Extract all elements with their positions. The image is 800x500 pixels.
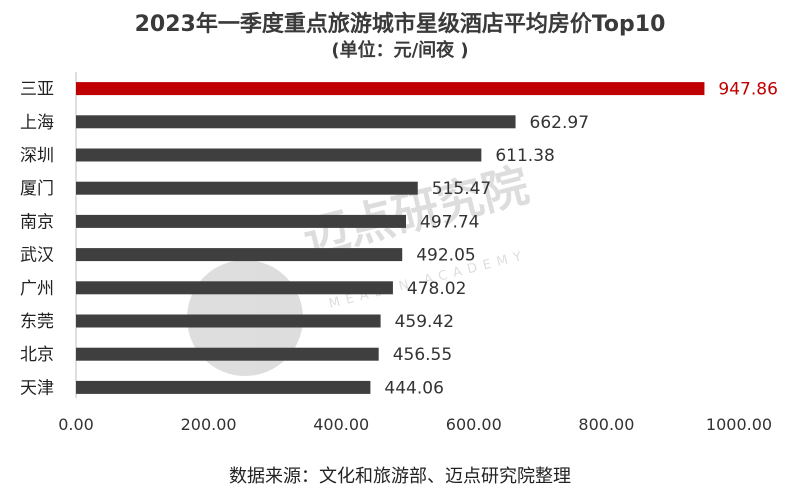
x-tick-label-1: 200.00 <box>181 415 237 434</box>
bar-1 <box>76 115 516 129</box>
category-label-2: 深圳 <box>20 146 54 166</box>
bar-3 <box>76 181 418 195</box>
bar-4 <box>76 214 407 228</box>
category-label-4: 南京 <box>20 212 54 232</box>
bar-2 <box>76 148 482 162</box>
bar-7 <box>76 314 381 328</box>
x-tick-label-5: 1000.00 <box>706 415 772 434</box>
value-label-6: 478.02 <box>407 279 466 299</box>
value-label-3: 515.47 <box>432 179 491 199</box>
value-label-9: 444.06 <box>384 378 443 398</box>
x-tick-label-2: 400.00 <box>313 415 369 434</box>
value-label-8: 456.55 <box>393 345 452 365</box>
category-label-7: 东莞 <box>20 312 54 332</box>
bar-0 <box>76 82 705 96</box>
value-label-1: 662.97 <box>530 113 589 133</box>
category-label-8: 北京 <box>20 345 54 365</box>
bar-5 <box>76 248 403 262</box>
category-label-6: 广州 <box>20 279 54 299</box>
chart-title: 2023年一季度重点旅游城市星级酒店平均房价Top10 <box>134 12 666 37</box>
bar-9 <box>76 380 371 394</box>
x-tick-label-3: 600.00 <box>446 415 502 434</box>
chart-subtitle: (单位：元/间夜 ) <box>331 40 469 61</box>
x-tick-label-0: 0.00 <box>58 415 94 434</box>
value-label-5: 492.05 <box>416 246 475 266</box>
bar-6 <box>76 281 393 295</box>
category-label-0: 三亚 <box>20 80 54 100</box>
bar-8 <box>76 347 379 361</box>
bars <box>76 82 705 394</box>
value-label-7: 459.42 <box>395 312 454 332</box>
source-note: 数据来源：文化和旅游部、迈点研究院整理 <box>229 466 571 487</box>
value-label-0: 947.86 <box>718 80 777 100</box>
category-label-9: 天津 <box>20 378 54 398</box>
category-label-3: 厦门 <box>20 179 54 199</box>
x-tick-labels: 0.00 200.00 400.00 600.00 800.00 1000.00 <box>58 415 772 434</box>
category-label-5: 武汉 <box>20 246 54 266</box>
category-label-1: 上海 <box>20 113 54 133</box>
x-tick-label-4: 800.00 <box>578 415 634 434</box>
value-label-2: 611.38 <box>495 146 554 166</box>
value-label-4: 497.74 <box>420 212 479 232</box>
